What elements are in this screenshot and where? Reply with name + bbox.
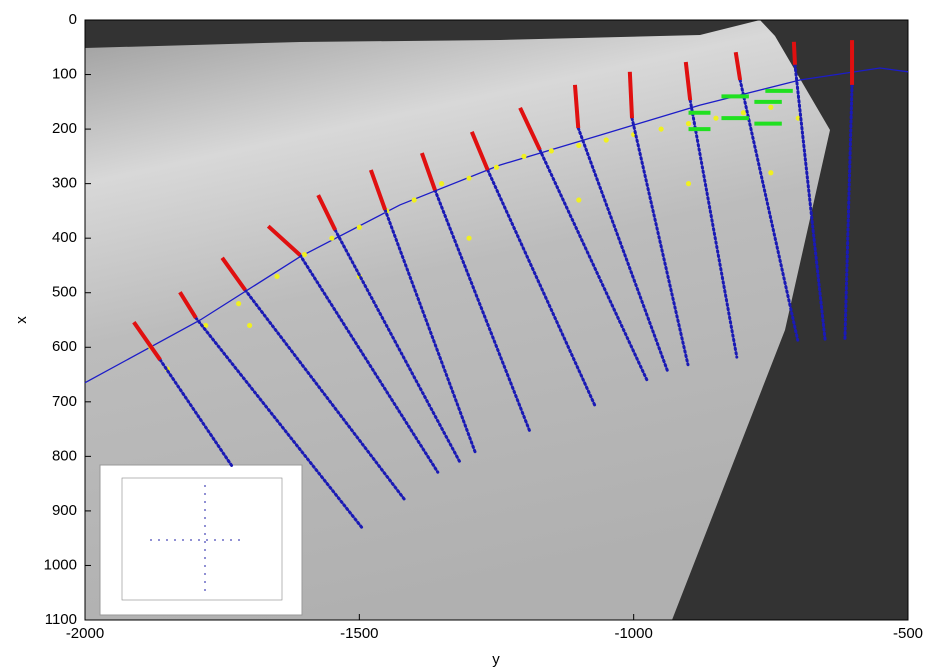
x-tick-label: -2000 xyxy=(66,625,104,642)
x-tick-label: -500 xyxy=(893,625,923,642)
point xyxy=(768,104,774,110)
point xyxy=(548,148,554,154)
y-tick-label: 300 xyxy=(52,175,77,192)
y-tick-label: 800 xyxy=(52,447,77,464)
y-tick-label: 900 xyxy=(52,502,77,519)
y-tick-label: 0 xyxy=(69,11,77,28)
y-tick-label: 1000 xyxy=(44,556,77,573)
point xyxy=(603,137,609,143)
point xyxy=(411,197,417,203)
y-tick-label: 700 xyxy=(52,393,77,410)
point xyxy=(521,153,527,159)
point xyxy=(301,251,308,258)
point xyxy=(713,115,719,121)
point xyxy=(356,224,362,230)
point xyxy=(439,181,445,187)
point xyxy=(685,121,692,127)
y-tick-label: 200 xyxy=(52,120,77,137)
series-line xyxy=(688,88,793,132)
series-line xyxy=(158,63,854,530)
point xyxy=(466,235,472,241)
point xyxy=(274,273,280,279)
y-tick-label: 500 xyxy=(52,284,77,301)
y-tick-label: 600 xyxy=(52,338,77,355)
inset-figure xyxy=(99,464,303,616)
y-axis-label: x xyxy=(13,316,30,324)
point xyxy=(493,164,500,170)
x-tick-label: -1000 xyxy=(614,625,652,642)
point xyxy=(203,322,209,329)
point xyxy=(685,181,692,187)
point xyxy=(768,170,774,176)
point xyxy=(247,322,253,329)
point xyxy=(740,110,747,116)
plot-frame xyxy=(84,19,909,621)
point xyxy=(576,142,582,149)
x-tick-label: -1500 xyxy=(340,625,378,642)
series-line xyxy=(132,40,855,361)
point xyxy=(658,126,664,132)
y-tick-label: 100 xyxy=(52,66,77,83)
y-tick-label: 400 xyxy=(52,229,77,246)
point xyxy=(329,235,335,241)
point xyxy=(576,197,582,203)
x-axis-label: y xyxy=(492,651,500,668)
point xyxy=(466,175,472,181)
point xyxy=(236,301,242,307)
y-tick-label: 1100 xyxy=(45,611,77,628)
dark-region xyxy=(85,20,760,48)
